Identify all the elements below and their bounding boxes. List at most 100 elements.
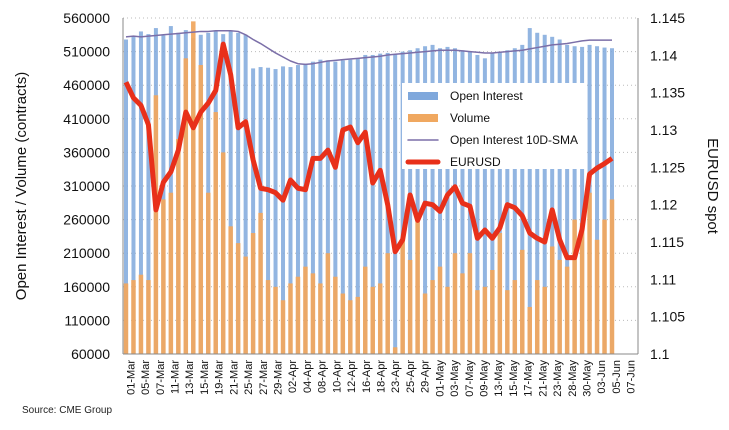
bar-volume [490, 270, 495, 354]
bar-open-interest [333, 61, 338, 355]
x-tick-label: 18-Apr [376, 360, 388, 393]
bar-volume [340, 293, 346, 354]
bar-open-interest [310, 61, 315, 355]
x-tick-label: 28-May [567, 360, 579, 397]
bar-open-interest [557, 39, 562, 355]
bar-volume [460, 273, 465, 354]
y2-tick-label: 1.12 [650, 197, 677, 213]
bar-open-interest [266, 67, 271, 354]
bar-volume [542, 286, 547, 354]
bar-volume [205, 192, 211, 354]
bar-volume [363, 266, 368, 354]
bar-open-interest [467, 51, 472, 354]
bar-volume [602, 219, 607, 354]
x-tick-label: 23-May [552, 360, 564, 397]
bar-open-interest [131, 36, 136, 354]
x-tick-label: 23-Apr [390, 360, 402, 393]
bar-open-interest [423, 46, 428, 354]
bar-volume [348, 300, 353, 354]
x-tick-label: 25-Apr [405, 360, 417, 393]
bar-volume [183, 58, 189, 354]
legend: Open Interest Volume Open Interest 10D-SMA… [402, 83, 586, 169]
bar-open-interest [378, 53, 383, 355]
x-tick-label: 07-Mar [155, 360, 167, 395]
y2-tick-label: 1.135 [650, 85, 685, 101]
bar-open-interest [542, 34, 547, 355]
bar-volume [161, 199, 166, 354]
bar-volume [482, 286, 488, 354]
bar-volume [123, 283, 129, 354]
bar-volume [220, 152, 226, 354]
y2-tick-label: 1.11 [650, 271, 676, 287]
x-tick-label: 29-Mar [273, 360, 285, 395]
bar-open-interest [505, 50, 510, 354]
bar-open-interest [602, 47, 607, 355]
bar-open-interest [273, 69, 278, 355]
y-tick-label: 510000 [63, 44, 110, 60]
y2-tick-label: 1.115 [650, 234, 684, 250]
y2-tick-label: 1.13 [650, 122, 677, 138]
y-tick-label: 110000 [64, 312, 110, 328]
line-eurusd [123, 41, 614, 261]
bar-open-interest [497, 51, 502, 354]
x-tick-label: 08-Apr [317, 360, 329, 393]
bar-volume [594, 239, 600, 354]
bar-open-interest [430, 44, 435, 354]
bar-volume [273, 286, 278, 354]
bar-open-interest [595, 46, 600, 354]
bar-volume [467, 253, 473, 354]
chart: 60000 110000 160000 210000 260000 310000 36000… [13, 10, 721, 397]
bar-volume [400, 239, 405, 354]
y2-axis-label: EURUSD spot [704, 138, 721, 235]
bar-volume [520, 249, 525, 354]
bar-open-interest [535, 32, 540, 355]
bar-volume [475, 290, 480, 354]
legend-label: EURUSD [450, 155, 501, 169]
x-tick-label: 17-May [523, 360, 535, 397]
bar-open-interest [288, 67, 293, 354]
bar-volume [213, 112, 218, 354]
bar-open-interest [243, 34, 248, 355]
y-tick-label: 210000 [63, 245, 110, 261]
x-tick-label: 13-May [493, 360, 505, 397]
bar-volume [527, 306, 533, 354]
y2-tick-label: 1.14 [650, 47, 677, 63]
x-tick-label: 16-Apr [361, 360, 373, 393]
x-tick-label: 21-May [537, 360, 549, 397]
bar-volume [579, 222, 585, 354]
bar-volume [280, 300, 286, 354]
bar-volume [138, 274, 144, 354]
bar-open-interest [370, 54, 375, 355]
bar-volume [452, 253, 458, 354]
bar-volume [333, 276, 338, 354]
bar-open-interest [348, 59, 353, 354]
x-tick-label: 21-Mar [228, 360, 240, 395]
x-tick-label: 10-Apr [331, 360, 343, 393]
bar-volume [355, 296, 361, 354]
x-tick-label: 09-May [479, 360, 491, 397]
y-tick-label: 260000 [63, 212, 110, 228]
x-tick-label: 11-Mar [170, 360, 182, 394]
bar-volume [557, 259, 562, 354]
bar-volume [445, 286, 450, 354]
bar-open-interest [438, 48, 443, 355]
x-tick-label: 29-Apr [420, 360, 432, 393]
bar-volume [258, 212, 263, 354]
bar-open-interest [161, 35, 166, 355]
bar-open-interest [258, 67, 263, 354]
bar-volume [318, 283, 323, 354]
bar-open-interest [236, 32, 241, 355]
bar-volume [295, 276, 301, 354]
y2-tick-label: 1.145 [650, 10, 685, 26]
legend-label: Volume [450, 111, 490, 125]
legend-label: Open Interest 10D-SMA [450, 133, 578, 147]
bar-open-interest [512, 48, 517, 355]
bar-open-interest [318, 59, 323, 354]
y-tick-label: 460000 [63, 77, 110, 93]
bar-open-interest [355, 58, 360, 354]
bar-volume [497, 233, 503, 354]
bar-open-interest [475, 54, 480, 355]
bar-open-interest [228, 31, 233, 354]
x-tick-label: 15-May [508, 360, 520, 397]
bar-volume [168, 192, 174, 354]
